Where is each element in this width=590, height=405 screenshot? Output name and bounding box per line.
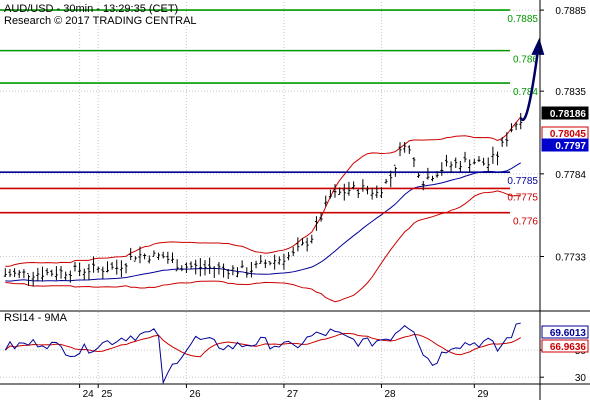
bollinger-upper-band [5,116,522,267]
gridlines [0,2,540,384]
x-tick-label: 29 [477,389,489,400]
chart-header-copyright: Research © 2017 TRADING CENTRAL [4,15,197,27]
level-label: 0.7785 [507,176,538,187]
chart-header-title: AUD/USD - 30min - 13:29:35 (CET) [4,3,178,15]
rsi-value-label: 66.9636 [550,342,587,353]
bollinger-lower-band [5,190,521,303]
x-tick-label: 24 [83,389,95,400]
moving-average [5,162,522,282]
y-tick-label: 0.7784 [555,170,586,181]
candlesticks [3,113,523,287]
level-label: 0.784 [513,87,538,98]
rsi-panel [4,322,521,385]
price-tag-box [541,138,589,152]
x-tick-label: 25 [101,389,113,400]
bollinger-bands [5,116,522,303]
rsi-value-label: 69.6013 [550,328,587,339]
level-label: 0.7775 [507,192,538,203]
price-tag-label: 0.78045 [550,129,587,140]
price-tag-label: 0.7797 [555,141,586,152]
price-tag-label: 0.78186 [550,109,587,120]
moving-average-line [5,162,522,282]
y-tick-label: 0.7835 [555,87,586,98]
y-tick-label: 0.7885 [555,6,586,17]
level-label: 0.786 [513,55,538,66]
forecast-arrow-head [531,37,545,55]
forecast-arrow-shaft [519,54,539,121]
rsi-ma-line [4,332,521,358]
x-tick-label: 26 [189,389,201,400]
forecast-arrow [519,37,545,121]
y-tick-label: 0.7733 [555,253,586,264]
x-tick-label: 27 [287,389,299,400]
x-tick-label: 28 [384,389,396,400]
rsi-tick-label: 30 [575,373,587,384]
price-levels: 0.7885 0.786 0.784 0.7785 0.7775 0.776 [0,9,538,228]
level-label: 0.776 [513,217,538,228]
price-tag-box [541,106,589,120]
rsi-line [4,322,521,385]
rsi-value-box [541,339,589,353]
rsi-value-box [541,325,589,339]
level-label: 0.7885 [507,14,538,25]
x-axis-ticks: 24 25 26 27 28 29 [79,384,489,400]
rsi-panel-title: RSI14 - 9MA [4,312,68,324]
